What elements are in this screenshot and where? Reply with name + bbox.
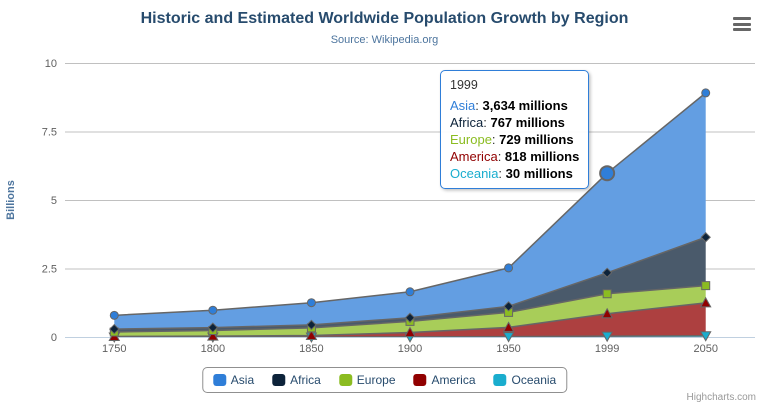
tooltip-row-asia: Asia: 3,634 millions [450, 98, 568, 113]
marker-africa-1900[interactable] [404, 312, 416, 323]
x-axis-label-1850: 1850 [299, 343, 323, 355]
x-axis-label-1950: 1950 [496, 343, 520, 355]
legend-label: Asia [230, 373, 255, 387]
marker-oceania-1950[interactable] [502, 332, 515, 343]
marker-africa-1850[interactable] [306, 319, 317, 331]
x-axis-label-1800: 1800 [201, 343, 225, 355]
marker-america-1800[interactable] [207, 330, 219, 341]
y-axis-title: Billions [5, 180, 17, 220]
legend-swatch-america [413, 374, 427, 386]
legend-swatch-africa [272, 374, 286, 386]
chart-subtitle: Source: Wikipedia.org [330, 34, 439, 46]
area-america[interactable] [114, 302, 706, 337]
export-menu-icon[interactable] [733, 17, 751, 31]
legend-swatch-asia [212, 374, 226, 386]
marker-africa-1800[interactable] [207, 322, 219, 333]
marker-america-1850[interactable] [305, 329, 318, 340]
x-axis-label-1900: 1900 [398, 343, 422, 355]
tooltip-row-africa: Africa: 767 millions [450, 115, 565, 130]
marker-europe-1999[interactable] [602, 289, 612, 299]
tooltip-row-oceania: Oceania: 30 millions [450, 166, 573, 181]
legend-swatch-oceania [493, 374, 507, 386]
marker-asia-1999-hovered[interactable] [599, 165, 616, 182]
legend-item-asia[interactable]: Asia [212, 373, 255, 387]
legend-label: Africa [290, 373, 321, 387]
marker-asia-1900[interactable] [405, 287, 415, 297]
chart-title: Historic and Estimated Worldwide Populat… [140, 10, 629, 27]
legend-label: Oceania [511, 373, 557, 387]
y-axis-label-5: 5 [51, 195, 57, 207]
x-axis-label-2050: 2050 [693, 343, 717, 355]
legend: Asia Africa Europe America Oceania [201, 367, 568, 393]
marker-asia-1800[interactable] [208, 305, 218, 315]
marker-america-1900[interactable] [404, 326, 416, 338]
tooltip: 1999 Asia: 3,634 millions Africa: 767 mil… [440, 70, 590, 189]
marker-europe-2050[interactable] [701, 281, 711, 291]
tooltip-row-europe: Europe: 729 millions [450, 132, 574, 147]
marker-asia-2050[interactable] [701, 88, 711, 98]
credits-link[interactable]: Highcharts.com [686, 392, 756, 403]
tooltip-header: 1999 [450, 78, 478, 92]
marker-africa-1999[interactable] [601, 267, 613, 278]
legend-item-oceania[interactable]: Oceania [493, 373, 557, 387]
legend-item-america[interactable]: America [413, 373, 476, 387]
y-axis-label-7.5: 7.5 [42, 127, 57, 139]
marker-asia-1750[interactable] [109, 310, 119, 320]
y-axis-label-10: 10 [45, 58, 57, 70]
area-asia[interactable] [114, 92, 706, 330]
marker-america-1999[interactable] [601, 307, 613, 319]
marker-america-1950[interactable] [502, 321, 515, 332]
legend-swatch-europe [338, 374, 352, 386]
marker-africa-1950[interactable] [503, 301, 514, 312]
legend-item-europe[interactable]: Europe [338, 373, 396, 387]
legend-item-africa[interactable]: Africa [272, 373, 321, 387]
marker-oceania-1999[interactable] [601, 331, 613, 343]
x-axis-label-1999: 1999 [595, 343, 619, 355]
legend-label: America [431, 373, 476, 387]
marker-america-2050[interactable] [699, 296, 712, 308]
marker-oceania-2050[interactable] [699, 331, 712, 342]
marker-asia-1950[interactable] [504, 263, 514, 273]
y-axis-label-0: 0 [51, 332, 57, 344]
tooltip-row-america: America: 818 millions [450, 149, 580, 164]
y-axis-label-2.5: 2.5 [42, 264, 57, 276]
area-africa[interactable] [114, 237, 706, 332]
x-axis-label-1750: 1750 [102, 343, 126, 355]
marker-africa-1750[interactable] [109, 323, 120, 335]
marker-africa-2050[interactable] [700, 232, 711, 243]
marker-asia-1850[interactable] [306, 298, 316, 308]
legend-label: Europe [356, 373, 396, 387]
